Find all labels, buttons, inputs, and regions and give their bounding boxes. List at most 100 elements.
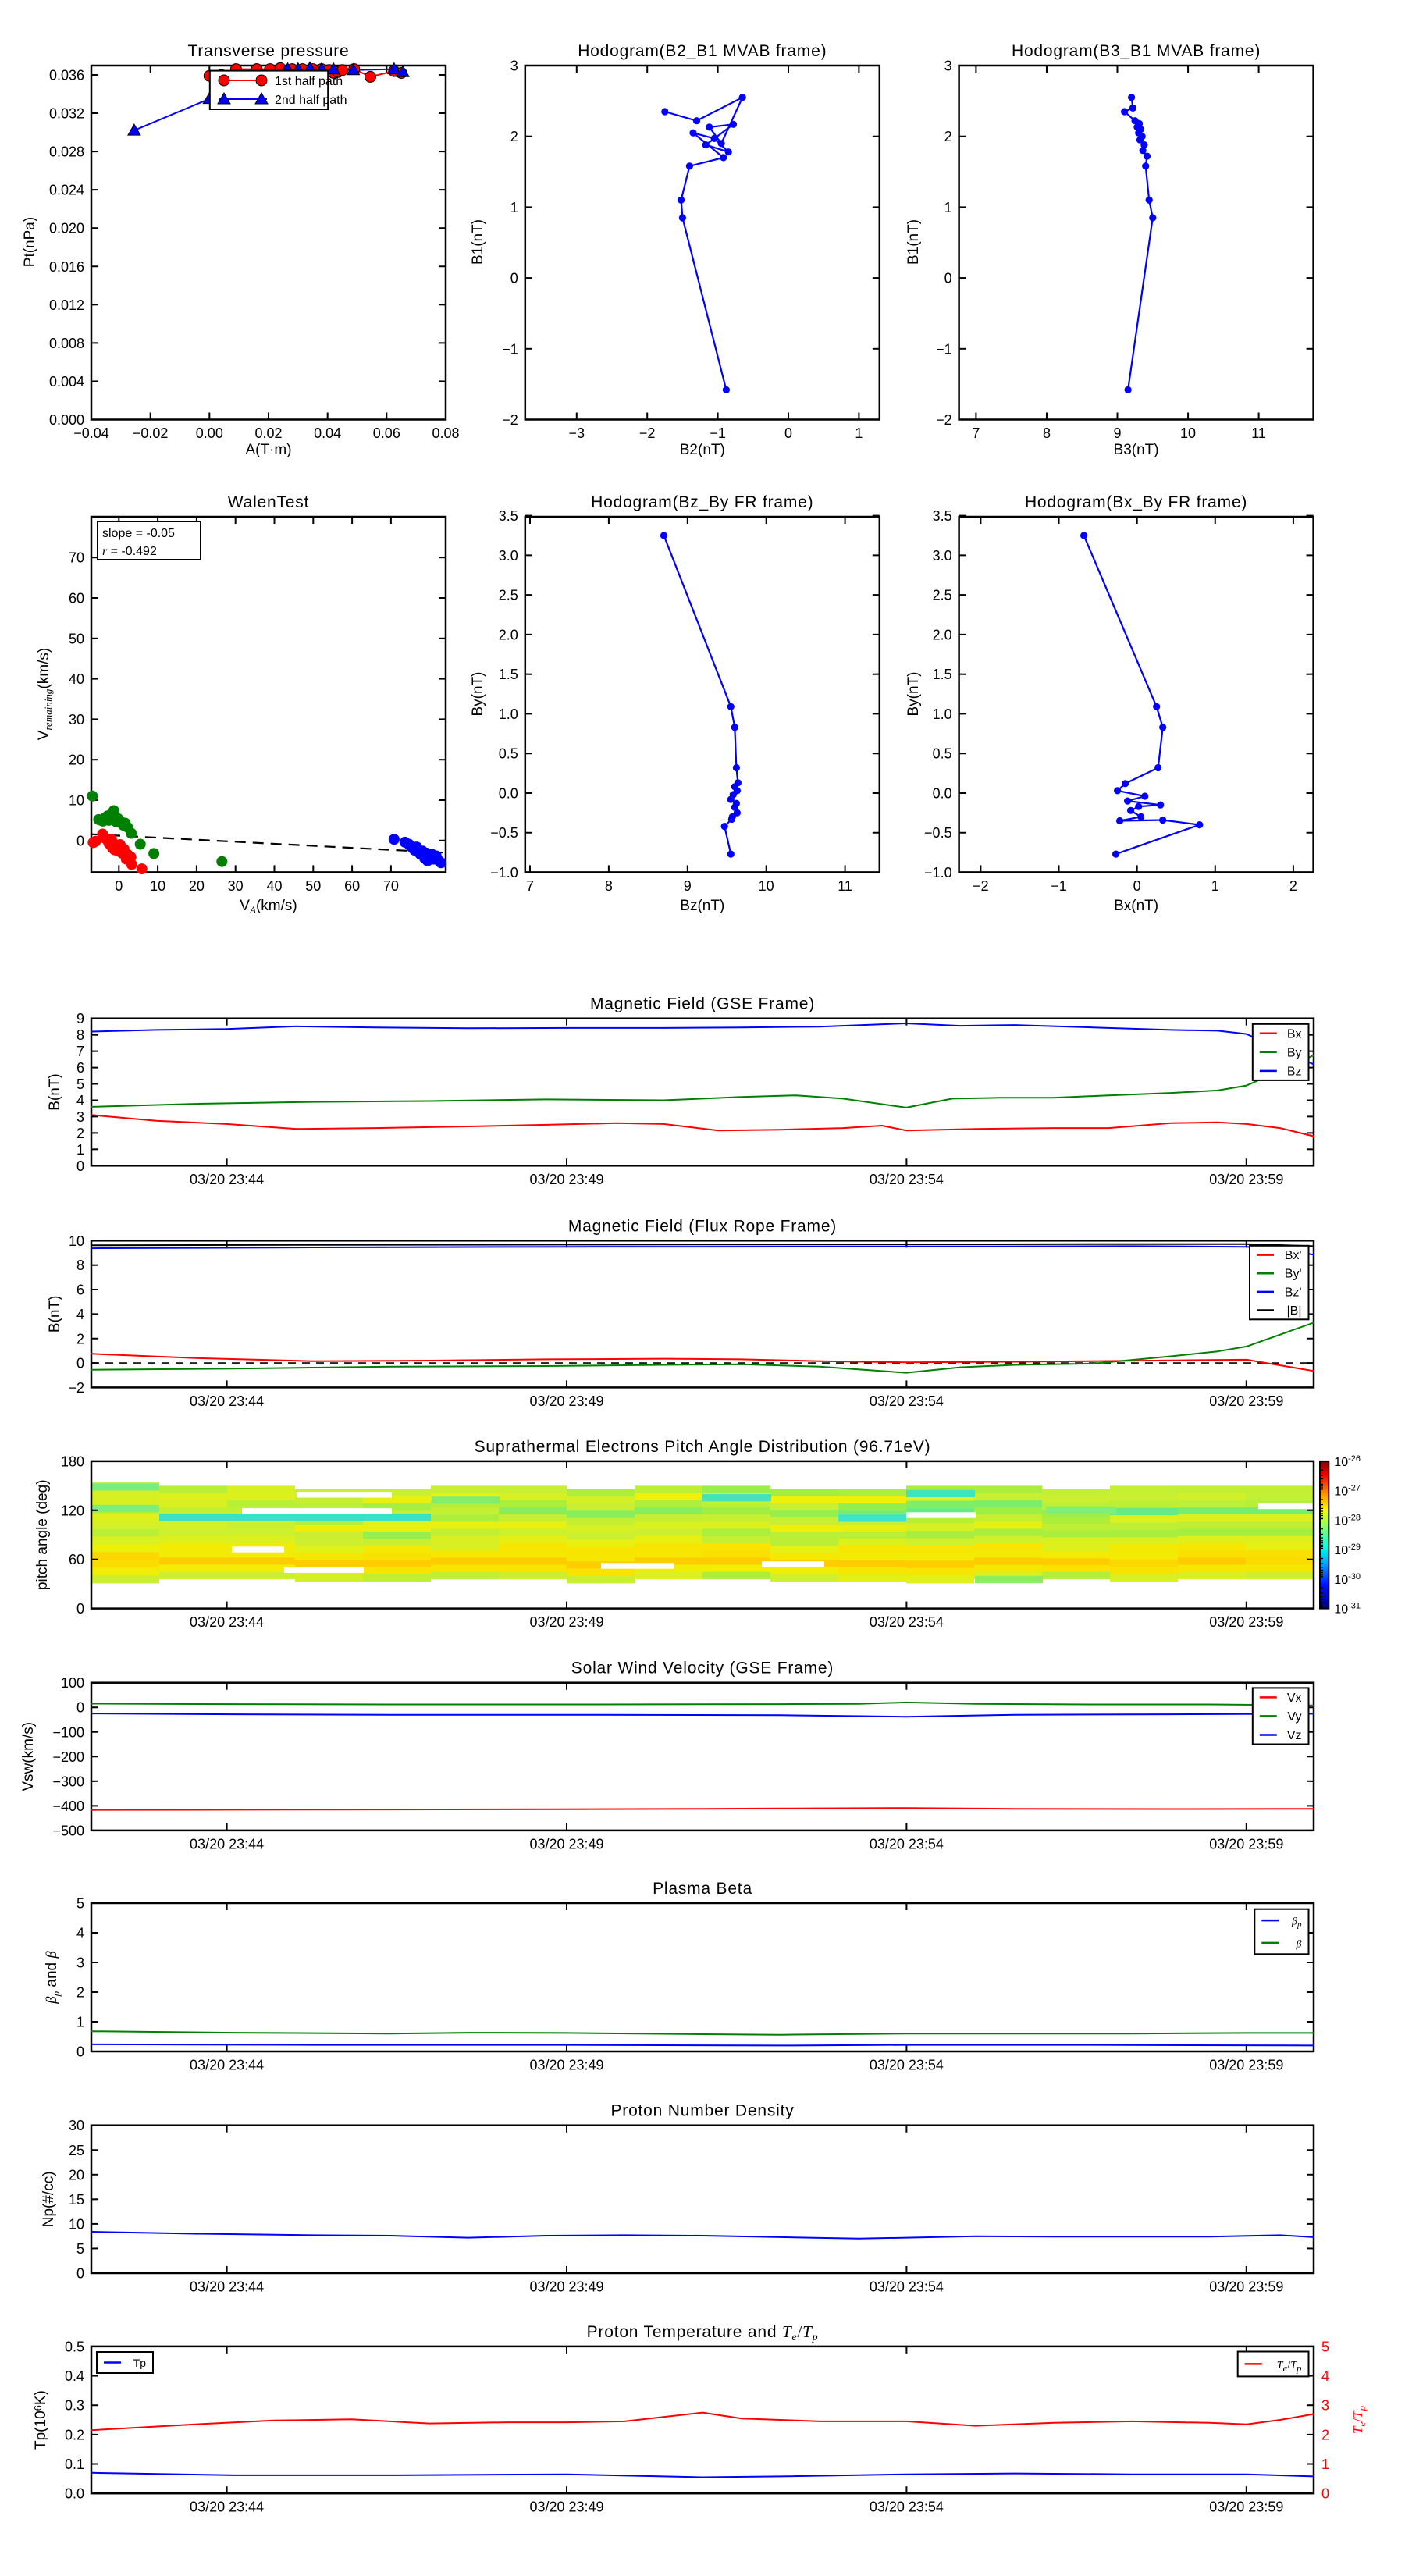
svg-text:03/20 23:54: 03/20 23:54: [870, 1172, 944, 1187]
svg-text:10: 10: [69, 793, 84, 809]
svg-text:Suprathermal Electrons Pitch A: Suprathermal Electrons Pitch Angle Distr…: [475, 1438, 931, 1456]
svg-text:Vy: Vy: [1287, 1710, 1301, 1724]
svg-text:100: 100: [61, 1675, 84, 1691]
svg-text:9: 9: [76, 1011, 84, 1026]
svg-text:70: 70: [383, 878, 399, 894]
svg-text:03/20 23:44: 03/20 23:44: [190, 1172, 264, 1187]
svg-text:0.036: 0.036: [49, 67, 84, 83]
svg-text:A(T·m): A(T·m): [245, 442, 291, 458]
svg-text:0: 0: [76, 1158, 84, 1174]
svg-text:30: 30: [228, 878, 244, 894]
svg-text:2.0: 2.0: [499, 627, 518, 642]
svg-text:0: 0: [76, 1601, 84, 1617]
svg-text:1: 1: [76, 2015, 84, 2030]
svg-text:Proton Number Density: Proton Number Density: [610, 2102, 794, 2120]
svg-text:0.032: 0.032: [49, 106, 84, 122]
svg-text:1: 1: [855, 425, 863, 441]
svg-text:0: 0: [1321, 2486, 1329, 2502]
svg-text:03/20 23:49: 03/20 23:49: [529, 2279, 603, 2295]
svg-text:Bx': Bx': [1285, 1249, 1302, 1262]
svg-text:2: 2: [944, 129, 952, 144]
svg-text:40: 40: [266, 878, 282, 894]
svg-text:1.0: 1.0: [933, 706, 952, 722]
svg-text:By(nT): By(nT): [470, 672, 486, 717]
svg-text:−2: −2: [502, 412, 518, 428]
svg-text:Proton Temperature and Te/Tp: Proton Temperature and Te/Tp: [587, 2322, 819, 2343]
svg-text:30: 30: [69, 2118, 84, 2133]
svg-text:6: 6: [76, 1060, 84, 1076]
svg-text:40: 40: [69, 671, 84, 687]
svg-text:2: 2: [510, 129, 518, 144]
svg-text:−2: −2: [973, 878, 989, 894]
svg-text:03/20 23:59: 03/20 23:59: [1209, 1393, 1283, 1409]
svg-text:−500: −500: [52, 1823, 84, 1838]
svg-text:2.5: 2.5: [933, 588, 952, 603]
svg-text:1: 1: [76, 1142, 84, 1158]
svg-text:pitch angle (deg): pitch angle (deg): [34, 1479, 51, 1590]
svg-text:Hodogram(Bx_By FR frame): Hodogram(Bx_By FR frame): [1025, 493, 1247, 511]
svg-text:5: 5: [1321, 2339, 1329, 2354]
svg-text:0.028: 0.028: [49, 144, 84, 160]
svg-text:03/20 23:54: 03/20 23:54: [870, 2500, 944, 2515]
svg-text:−200: −200: [52, 1749, 84, 1765]
svg-text:7: 7: [526, 878, 534, 894]
svg-text:03/20 23:44: 03/20 23:44: [190, 1393, 264, 1409]
svg-text:0: 0: [115, 878, 123, 894]
svg-text:0.012: 0.012: [49, 297, 84, 313]
svg-text:7: 7: [76, 1044, 84, 1059]
svg-text:1: 1: [510, 200, 518, 215]
svg-text:Bz': Bz': [1285, 1286, 1302, 1299]
svg-text:10: 10: [69, 2216, 84, 2232]
svg-text:−0.5: −0.5: [490, 825, 518, 841]
svg-text:03/20 23:54: 03/20 23:54: [870, 2058, 944, 2073]
svg-text:2.5: 2.5: [499, 588, 518, 603]
svg-text:By: By: [1287, 1046, 1302, 1059]
svg-text:2nd half path: 2nd half path: [275, 94, 347, 107]
svg-text:0.0: 0.0: [499, 785, 518, 801]
svg-text:0.5: 0.5: [65, 2339, 84, 2354]
svg-text:03/20 23:44: 03/20 23:44: [190, 2500, 264, 2515]
svg-text:120: 120: [61, 1503, 84, 1518]
svg-text:0.0: 0.0: [65, 2486, 84, 2502]
svg-text:8: 8: [76, 1027, 84, 1043]
svg-text:Vsw(km/s): Vsw(km/s): [20, 1722, 37, 1791]
svg-text:|B|: |B|: [1287, 1304, 1302, 1318]
svg-text:03/20 23:59: 03/20 23:59: [1209, 2500, 1283, 2515]
svg-text:9: 9: [1113, 425, 1121, 441]
svg-text:Np(#/cc): Np(#/cc): [41, 2171, 57, 2227]
svg-text:Te/Tp: Te/Tp: [1350, 2406, 1368, 2434]
svg-text:10: 10: [150, 878, 165, 894]
svg-text:Bz: Bz: [1287, 1065, 1302, 1078]
svg-text:03/20 23:54: 03/20 23:54: [870, 1393, 944, 1409]
svg-text:3: 3: [1321, 2398, 1329, 2414]
svg-text:Transverse pressure: Transverse pressure: [188, 42, 350, 60]
svg-text:03/20 23:44: 03/20 23:44: [190, 2279, 264, 2295]
svg-text:0: 0: [1133, 878, 1141, 894]
svg-text:11: 11: [838, 878, 852, 894]
svg-text:Vx: Vx: [1287, 1692, 1302, 1705]
svg-text:−300: −300: [52, 1774, 84, 1789]
svg-text:2: 2: [1321, 2427, 1329, 2443]
svg-text:r = -0.492: r = -0.492: [102, 545, 157, 558]
svg-text:1.5: 1.5: [933, 667, 952, 682]
svg-text:70: 70: [69, 550, 84, 566]
svg-text:03/20 23:49: 03/20 23:49: [529, 2058, 603, 2073]
svg-text:0: 0: [76, 1700, 84, 1716]
svg-text:2: 2: [1289, 878, 1297, 894]
svg-text:2: 2: [76, 1126, 84, 1141]
svg-text:Bz(nT): Bz(nT): [680, 898, 724, 914]
svg-text:Hodogram(Bz_By FR frame): Hodogram(Bz_By FR frame): [591, 493, 813, 511]
svg-text:−0.02: −0.02: [133, 425, 169, 441]
svg-text:2.0: 2.0: [933, 627, 952, 642]
svg-text:β: β: [1296, 1938, 1302, 1950]
svg-text:WalenTest: WalenTest: [228, 493, 309, 511]
svg-text:−1.0: −1.0: [924, 865, 952, 881]
svg-text:Plasma Beta: Plasma Beta: [653, 1880, 752, 1898]
svg-text:1: 1: [1211, 878, 1219, 894]
svg-text:4: 4: [76, 1926, 84, 1941]
svg-text:60: 60: [69, 1552, 84, 1567]
svg-text:0.5: 0.5: [933, 746, 952, 762]
svg-text:20: 20: [189, 878, 205, 894]
svg-text:4: 4: [1321, 2368, 1329, 2384]
svg-text:03/20 23:59: 03/20 23:59: [1209, 1836, 1283, 1852]
